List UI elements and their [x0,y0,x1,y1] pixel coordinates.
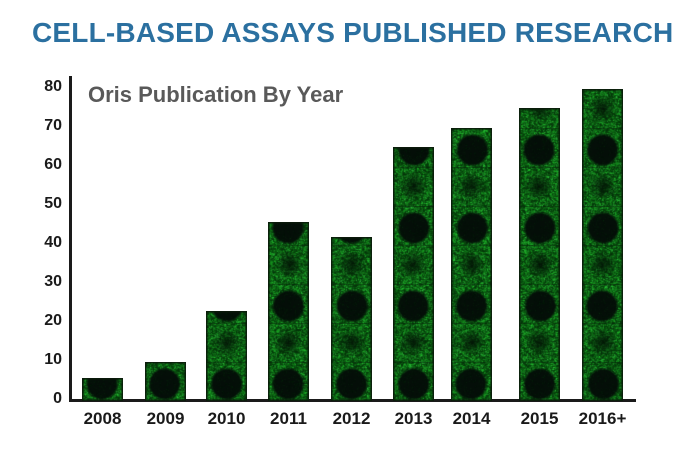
y-tick-label: 60 [44,156,62,173]
x-tick-label: 2012 [332,409,371,428]
y-tick-label: 70 [44,117,62,134]
bar-2016+ [582,89,623,401]
y-axis-line [69,76,72,402]
y-tick-label: 20 [44,312,62,329]
y-tick-label: 50 [44,195,62,212]
x-tick-label: 2008 [83,409,122,428]
page-title: CELL-BASED ASSAYS PUBLISHED RESEARCH [32,17,674,48]
y-tick-label: 10 [44,351,62,368]
bar-2011 [268,222,309,401]
y-tick-label: 0 [53,390,62,407]
y-tick-label: 30 [44,273,62,290]
bar-2015 [519,108,560,401]
x-tick-label: 2011 [270,409,307,428]
x-tick-label: 2009 [146,409,185,428]
bar-2008 [82,378,123,401]
x-tick-label: 2014 [452,409,491,428]
bar-2013 [393,147,434,401]
x-tick-label: 2013 [394,409,433,428]
bar-2014 [451,128,492,401]
chart-title: Oris Publication By Year [88,82,344,107]
y-tick-label: 40 [44,234,62,251]
x-tick-label: 2010 [207,409,246,428]
y-tick-label: 80 [44,78,62,95]
x-tick-label: 2016+ [578,409,627,428]
bar-2012 [331,237,372,401]
bar-2009 [145,362,186,401]
bar-2010 [206,311,247,401]
x-tick-label: 2015 [520,409,559,428]
bar-chart: Oris Publication By Year 0 10 20 30 40 50 60 70… [0,60,700,465]
